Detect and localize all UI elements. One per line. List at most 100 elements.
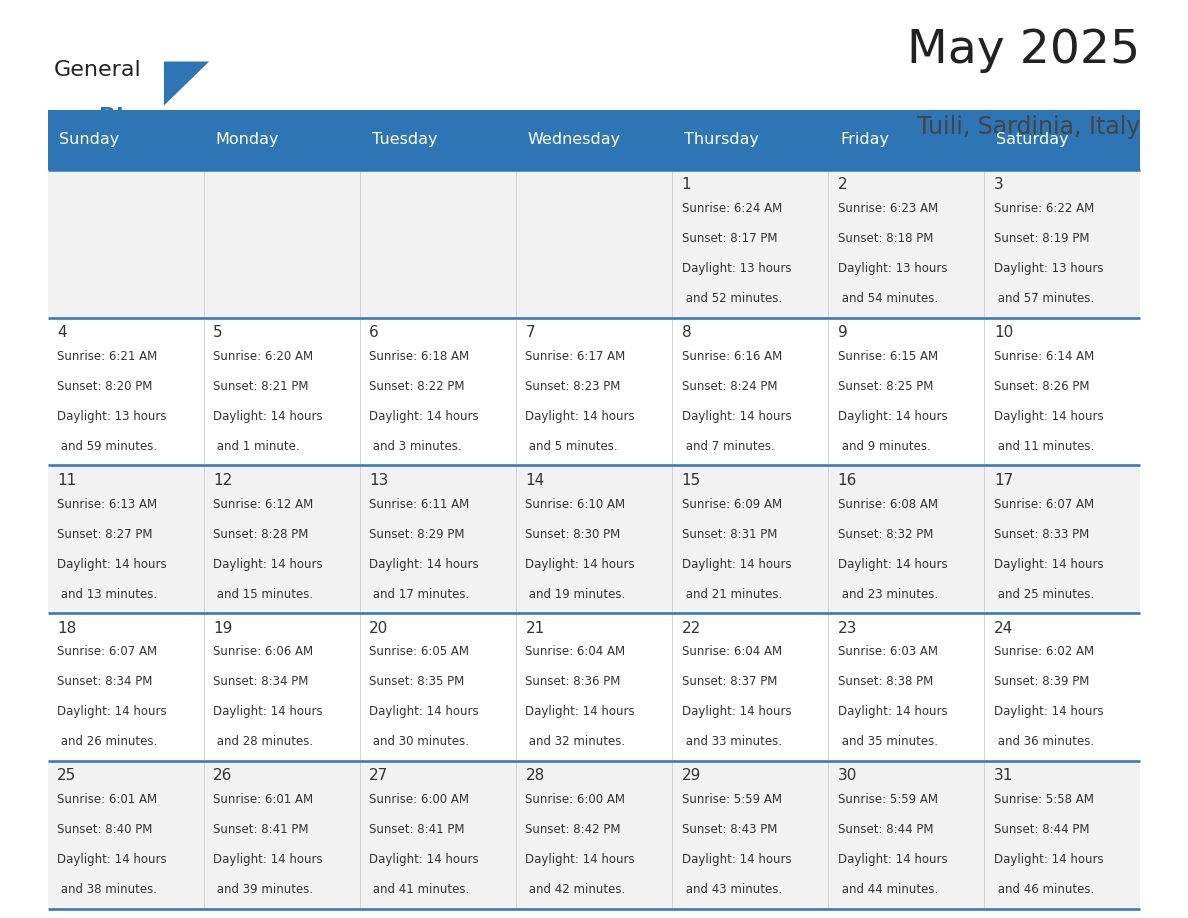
Text: Sunrise: 6:18 AM: Sunrise: 6:18 AM <box>369 350 469 363</box>
Text: Sunset: 8:39 PM: Sunset: 8:39 PM <box>994 676 1089 688</box>
FancyBboxPatch shape <box>48 465 1140 613</box>
Text: Sunrise: 6:06 AM: Sunrise: 6:06 AM <box>213 645 314 658</box>
Text: Sunrise: 6:08 AM: Sunrise: 6:08 AM <box>838 498 937 510</box>
Text: and 11 minutes.: and 11 minutes. <box>994 440 1094 453</box>
Text: 4: 4 <box>57 325 67 340</box>
Text: Sunset: 8:18 PM: Sunset: 8:18 PM <box>838 232 933 245</box>
Text: 1: 1 <box>682 177 691 192</box>
Text: Tuili, Sardinia, Italy: Tuili, Sardinia, Italy <box>917 115 1140 139</box>
Text: and 44 minutes.: and 44 minutes. <box>838 883 939 896</box>
Text: and 17 minutes.: and 17 minutes. <box>369 588 469 600</box>
Text: 16: 16 <box>838 473 857 487</box>
Text: 5: 5 <box>213 325 223 340</box>
Text: 30: 30 <box>838 768 857 783</box>
Text: Sunset: 8:42 PM: Sunset: 8:42 PM <box>525 823 621 836</box>
Text: and 30 minutes.: and 30 minutes. <box>369 735 469 748</box>
Text: Daylight: 14 hours: Daylight: 14 hours <box>838 853 947 867</box>
Text: Sunset: 8:17 PM: Sunset: 8:17 PM <box>682 232 777 245</box>
Text: and 33 minutes.: and 33 minutes. <box>682 735 782 748</box>
Text: General: General <box>53 60 141 80</box>
Text: Sunset: 8:23 PM: Sunset: 8:23 PM <box>525 380 621 393</box>
Text: Sunset: 8:41 PM: Sunset: 8:41 PM <box>369 823 465 836</box>
Text: 17: 17 <box>994 473 1013 487</box>
Text: Sunrise: 6:14 AM: Sunrise: 6:14 AM <box>994 350 1094 363</box>
Text: Sunrise: 6:15 AM: Sunrise: 6:15 AM <box>838 350 937 363</box>
Text: 24: 24 <box>994 621 1013 635</box>
Text: Daylight: 14 hours: Daylight: 14 hours <box>994 557 1104 571</box>
Text: 6: 6 <box>369 325 379 340</box>
Text: Sunrise: 6:07 AM: Sunrise: 6:07 AM <box>57 645 157 658</box>
Text: Sunrise: 6:09 AM: Sunrise: 6:09 AM <box>682 498 782 510</box>
Text: 19: 19 <box>213 621 233 635</box>
Text: Sunset: 8:44 PM: Sunset: 8:44 PM <box>994 823 1089 836</box>
Text: Daylight: 14 hours: Daylight: 14 hours <box>213 557 323 571</box>
Text: 27: 27 <box>369 768 388 783</box>
Text: Thursday: Thursday <box>684 132 759 148</box>
Text: Daylight: 14 hours: Daylight: 14 hours <box>213 705 323 719</box>
Text: 13: 13 <box>369 473 388 487</box>
Text: and 13 minutes.: and 13 minutes. <box>57 588 157 600</box>
Text: Sunrise: 5:59 AM: Sunrise: 5:59 AM <box>682 793 782 806</box>
Text: and 23 minutes.: and 23 minutes. <box>838 588 937 600</box>
Text: Sunrise: 6:07 AM: Sunrise: 6:07 AM <box>994 498 1094 510</box>
Text: 23: 23 <box>838 621 857 635</box>
Text: Daylight: 13 hours: Daylight: 13 hours <box>838 262 947 275</box>
Text: and 7 minutes.: and 7 minutes. <box>682 440 775 453</box>
Text: 29: 29 <box>682 768 701 783</box>
Text: Daylight: 13 hours: Daylight: 13 hours <box>57 409 166 423</box>
Text: Daylight: 14 hours: Daylight: 14 hours <box>57 557 166 571</box>
Text: Daylight: 14 hours: Daylight: 14 hours <box>838 705 947 719</box>
Text: Sunrise: 6:02 AM: Sunrise: 6:02 AM <box>994 645 1094 658</box>
Text: Sunrise: 6:04 AM: Sunrise: 6:04 AM <box>525 645 626 658</box>
Text: Daylight: 14 hours: Daylight: 14 hours <box>994 853 1104 867</box>
Text: 22: 22 <box>682 621 701 635</box>
Text: and 25 minutes.: and 25 minutes. <box>994 588 1094 600</box>
Text: Daylight: 14 hours: Daylight: 14 hours <box>525 409 636 423</box>
Text: Sunset: 8:36 PM: Sunset: 8:36 PM <box>525 676 621 688</box>
Text: Sunrise: 6:01 AM: Sunrise: 6:01 AM <box>57 793 157 806</box>
Text: Daylight: 14 hours: Daylight: 14 hours <box>525 853 636 867</box>
Text: Sunrise: 6:13 AM: Sunrise: 6:13 AM <box>57 498 157 510</box>
Text: and 3 minutes.: and 3 minutes. <box>369 440 462 453</box>
Text: Saturday: Saturday <box>997 132 1069 148</box>
Text: Sunset: 8:44 PM: Sunset: 8:44 PM <box>838 823 934 836</box>
Text: Daylight: 14 hours: Daylight: 14 hours <box>838 409 947 423</box>
FancyBboxPatch shape <box>48 110 1140 170</box>
Text: Sunset: 8:27 PM: Sunset: 8:27 PM <box>57 528 152 541</box>
Text: and 39 minutes.: and 39 minutes. <box>213 883 314 896</box>
Text: Daylight: 14 hours: Daylight: 14 hours <box>369 853 479 867</box>
Text: Daylight: 14 hours: Daylight: 14 hours <box>369 409 479 423</box>
Text: Sunset: 8:41 PM: Sunset: 8:41 PM <box>213 823 309 836</box>
Text: 14: 14 <box>525 473 544 487</box>
Text: 20: 20 <box>369 621 388 635</box>
Text: Sunset: 8:34 PM: Sunset: 8:34 PM <box>57 676 152 688</box>
Text: Daylight: 14 hours: Daylight: 14 hours <box>213 853 323 867</box>
Text: and 52 minutes.: and 52 minutes. <box>682 292 782 305</box>
Text: Daylight: 14 hours: Daylight: 14 hours <box>57 853 166 867</box>
Text: and 9 minutes.: and 9 minutes. <box>838 440 930 453</box>
Text: Blue: Blue <box>99 107 154 128</box>
Text: Friday: Friday <box>840 132 889 148</box>
Text: Sunrise: 6:11 AM: Sunrise: 6:11 AM <box>369 498 469 510</box>
Text: Sunset: 8:26 PM: Sunset: 8:26 PM <box>994 380 1089 393</box>
Text: Sunrise: 6:20 AM: Sunrise: 6:20 AM <box>213 350 314 363</box>
Text: Sunrise: 6:23 AM: Sunrise: 6:23 AM <box>838 202 937 215</box>
Text: 7: 7 <box>525 325 535 340</box>
Text: 25: 25 <box>57 768 76 783</box>
Text: Sunset: 8:38 PM: Sunset: 8:38 PM <box>838 676 933 688</box>
Text: Sunrise: 6:00 AM: Sunrise: 6:00 AM <box>369 793 469 806</box>
Text: 28: 28 <box>525 768 544 783</box>
Text: Sunset: 8:35 PM: Sunset: 8:35 PM <box>369 676 465 688</box>
Text: Sunset: 8:31 PM: Sunset: 8:31 PM <box>682 528 777 541</box>
Text: Daylight: 14 hours: Daylight: 14 hours <box>682 705 791 719</box>
Text: 12: 12 <box>213 473 233 487</box>
Text: 3: 3 <box>994 177 1004 192</box>
Text: Monday: Monday <box>215 132 279 148</box>
Text: Sunrise: 6:22 AM: Sunrise: 6:22 AM <box>994 202 1094 215</box>
Text: Sunrise: 5:59 AM: Sunrise: 5:59 AM <box>838 793 937 806</box>
Text: and 21 minutes.: and 21 minutes. <box>682 588 782 600</box>
Text: Sunset: 8:29 PM: Sunset: 8:29 PM <box>369 528 465 541</box>
Text: Daylight: 14 hours: Daylight: 14 hours <box>525 557 636 571</box>
Text: Sunrise: 6:12 AM: Sunrise: 6:12 AM <box>213 498 314 510</box>
Text: Sunset: 8:40 PM: Sunset: 8:40 PM <box>57 823 152 836</box>
